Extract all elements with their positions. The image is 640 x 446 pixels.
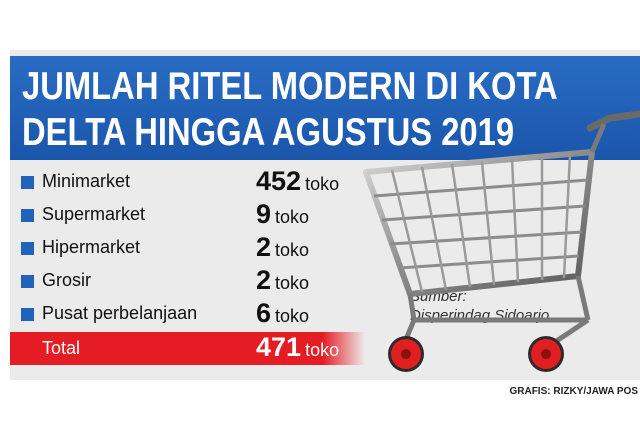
total-number: 471	[256, 332, 302, 362]
category-label: Supermarket	[42, 204, 146, 224]
value-unit: toko	[275, 306, 310, 326]
value-number: 6	[256, 298, 272, 328]
total-label: Total	[42, 338, 81, 358]
square-bullet-icon	[21, 275, 34, 288]
value-unit: toko	[275, 207, 310, 227]
category-value: 2 toko	[256, 232, 309, 263]
value-unit: toko	[305, 174, 340, 194]
value-unit: toko	[275, 273, 310, 293]
category-label: Grosir	[42, 270, 91, 290]
cart-wheel-left	[388, 336, 424, 372]
total-unit: toko	[305, 340, 340, 360]
category-value: 6 toko	[256, 298, 309, 329]
square-bullet-icon	[21, 209, 34, 222]
cart-wheel-right	[528, 336, 564, 372]
table-row: Grosir 2 toko	[10, 265, 340, 298]
value-number: 452	[256, 166, 302, 196]
total-row: Total 471 toko	[10, 332, 365, 365]
category-label: Hipermarket	[42, 237, 141, 257]
total-value: 471 toko	[256, 332, 339, 363]
value-number: 2	[256, 232, 272, 262]
title-line-1: JUMLAH RITEL MODERN DI KOTA	[22, 65, 558, 108]
category-value: 2 toko	[256, 265, 309, 296]
table-row: Hipermarket 2 toko	[10, 232, 340, 265]
graphic-credit: GRAFIS: RIZKY/JAWA POS	[509, 386, 638, 397]
square-bullet-icon	[21, 242, 34, 255]
category-value: 452 toko	[256, 166, 339, 197]
square-bullet-icon	[21, 308, 34, 321]
category-value: 9 toko	[256, 199, 309, 230]
category-label: Pusat perbelanjaan	[42, 303, 198, 323]
category-label: Minimarket	[42, 171, 131, 191]
table-row: Pusat perbelanjaan 6 toko	[10, 298, 340, 331]
table-row: Minimarket 452 toko	[10, 166, 340, 199]
value-number: 9	[256, 199, 272, 229]
value-number: 2	[256, 265, 272, 295]
shopping-cart-icon	[363, 110, 640, 372]
title-banner	[10, 56, 640, 160]
value-unit: toko	[275, 240, 310, 260]
table-row: Supermarket 9 toko	[10, 199, 340, 232]
title-line-2: DELTA HINGGA AGUSTUS 2019	[22, 111, 515, 154]
square-bullet-icon	[21, 176, 34, 189]
